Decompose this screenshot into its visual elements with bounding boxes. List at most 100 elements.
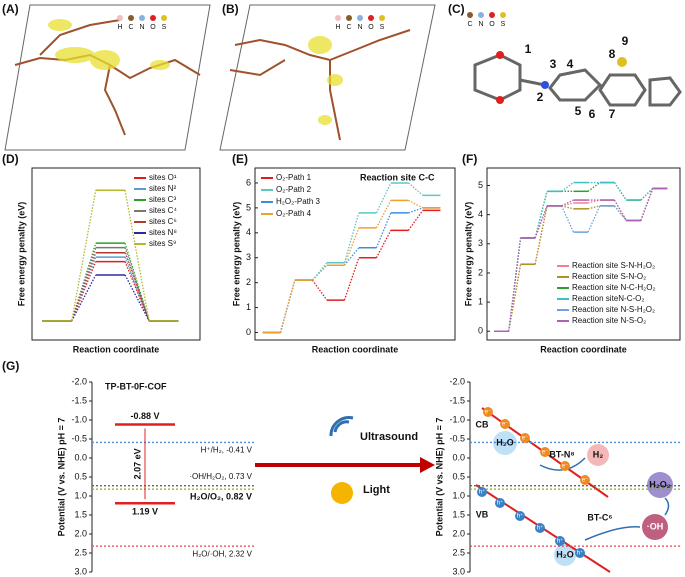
electron	[500, 419, 510, 429]
y-tick-label: 4	[246, 227, 251, 237]
legend-label: H₂O₂-Path 3	[276, 197, 321, 206]
legend-label: O₂-Path 4	[276, 209, 312, 218]
panel-label: (D)	[2, 152, 19, 166]
connector	[561, 205, 574, 210]
legend-atom	[357, 15, 363, 21]
ultrasound-icon	[329, 416, 354, 437]
y-tick-label: 2.0	[452, 528, 465, 538]
hole	[535, 523, 545, 533]
hole	[555, 536, 565, 546]
connector	[534, 191, 548, 239]
connector	[279, 280, 296, 333]
scheme-label: H₂	[593, 449, 604, 459]
connector	[534, 205, 548, 239]
y-tick-label: -2.0	[449, 376, 465, 386]
ultrasound-label: Ultrasound	[360, 431, 418, 443]
legend-label: sites O¹	[149, 173, 177, 182]
connector	[124, 256, 150, 322]
electron	[520, 433, 530, 443]
chart-title: Reaction site C-C	[360, 172, 435, 182]
connector	[508, 237, 522, 332]
connector	[311, 264, 328, 281]
y-tick-label: -1.5	[71, 395, 87, 405]
connector	[343, 247, 360, 266]
scheme-label: h⁺	[537, 525, 544, 532]
y-axis-label: Free energy penalty (eV)	[231, 202, 241, 307]
connector	[613, 199, 627, 221]
y-tick-label: 5	[246, 202, 251, 212]
legend-label: sites C⁴	[149, 206, 177, 215]
y-tick-label: -0.5	[71, 433, 87, 443]
atom	[496, 51, 504, 59]
y-axis-label: Potential (V vs. NHE) pH = 7	[56, 418, 66, 537]
y-tick-label: 4	[478, 209, 483, 219]
y-tick-label: 3.0	[74, 566, 87, 576]
legend-atom	[161, 15, 167, 21]
legend-atom	[489, 12, 495, 18]
site-number: 9	[622, 34, 629, 48]
orbital-b	[308, 36, 343, 125]
scheme-label: BT-C⁶	[587, 512, 612, 522]
gap-label: 2.07 eV	[132, 448, 142, 479]
connector	[343, 212, 360, 263]
connector	[375, 212, 392, 249]
connector	[124, 274, 150, 322]
site-number: 1	[525, 42, 532, 56]
legend-atom	[335, 15, 341, 21]
scheme-label: e⁻	[562, 464, 569, 470]
y-tick-label: -1.0	[449, 414, 465, 424]
connector	[408, 207, 424, 214]
redox-label: H₂O/·OH, 2.32 V	[192, 549, 252, 558]
site-number: 3	[550, 57, 557, 71]
y-tick-label: 2	[478, 267, 483, 277]
reaction-arrow	[664, 497, 670, 516]
y-tick-label: 1	[478, 296, 483, 306]
y-tick-label: 2.5	[452, 547, 465, 557]
plot-frame	[486, 167, 681, 341]
legend-atom-label: C	[467, 21, 472, 28]
legend-label: Reaction siteN-C-O₂	[572, 294, 644, 303]
redox-label: ·OH/H₂O₂, 0.73 V	[189, 472, 252, 481]
legend-label: sites N²	[149, 184, 176, 193]
legend-atom	[467, 12, 473, 18]
legend-atom-label: O	[150, 24, 156, 31]
legend-atom-label: N	[139, 24, 144, 31]
legend-atom-label: O	[489, 21, 495, 28]
connector	[124, 252, 150, 322]
connector	[311, 279, 328, 301]
site-number: 2	[537, 90, 544, 104]
y-tick-label: -2.0	[71, 376, 87, 386]
connector	[640, 188, 654, 221]
site-number: 8	[609, 47, 616, 61]
redox-label: H⁺/H₂, -0.41 V	[201, 446, 253, 455]
scheme-label: e⁻	[485, 410, 492, 416]
y-axis-label: Free energy penalty (eV)	[16, 202, 26, 307]
molecule-b	[229, 29, 411, 141]
hole	[515, 511, 525, 521]
legend-atom-label: C	[128, 24, 133, 31]
connector	[124, 247, 150, 322]
legend-label: sites C³	[149, 195, 176, 204]
y-tick-label: 2.5	[74, 547, 87, 557]
legend-atom-label: C	[346, 24, 351, 31]
x-axis-label: Reaction coordinate	[312, 344, 399, 354]
sun-icon	[331, 482, 353, 504]
connector	[343, 227, 360, 266]
connector	[508, 237, 522, 332]
site-number: 4	[567, 57, 574, 71]
atom	[617, 57, 627, 67]
x-axis-label: Reaction coordinate	[540, 344, 627, 354]
y-tick-label: 0.5	[452, 471, 465, 481]
legend-atom	[139, 15, 145, 21]
legend-label: sites N⁸	[149, 228, 177, 237]
site-number: 7	[609, 107, 616, 121]
scheme-label: e⁻	[522, 436, 529, 442]
scheme-label: h⁺	[497, 500, 504, 507]
connector	[408, 199, 424, 209]
plot-frame	[31, 167, 201, 341]
y-tick-label: -1.0	[71, 414, 87, 424]
y-tick-label: 3	[246, 252, 251, 262]
molecule-c	[473, 53, 682, 107]
molecule-bubble	[554, 544, 576, 566]
redox-label: H₂O/O₂, 0.82 V	[190, 492, 252, 502]
